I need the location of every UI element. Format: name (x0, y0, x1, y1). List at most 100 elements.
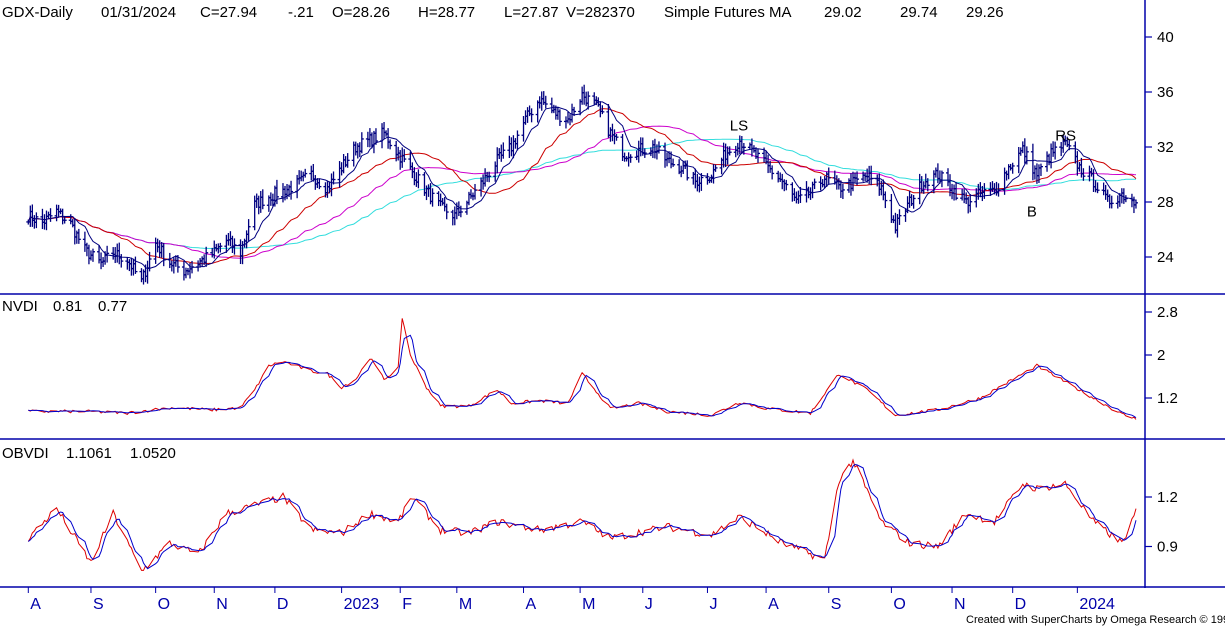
annotations: LS RS B (730, 118, 1076, 221)
nvdi-axis-tick-label: 2.8 (1157, 304, 1178, 321)
price-bar (161, 242, 166, 267)
price-bar (444, 203, 449, 220)
price-bar (246, 219, 251, 241)
header-ma3: 29.26 (966, 4, 1004, 21)
obvdi-v2: 1.0520 (130, 445, 176, 462)
header-close: C=27.94 (200, 4, 257, 21)
x-axis-label: 2023 (344, 596, 380, 613)
header-date: 01/31/2024 (101, 4, 176, 21)
price-axis-tick-label: 28 (1157, 194, 1174, 211)
x-axis-label: S (93, 596, 104, 613)
price-bar (501, 142, 506, 159)
price-axis-tick-label: 36 (1157, 84, 1174, 101)
obvdi-label: OBVDI (2, 445, 49, 462)
price-bar (373, 128, 378, 145)
nvdi-axis-tick-label: 1.2 (1157, 390, 1178, 407)
x-axis-label: F (402, 596, 412, 613)
price-bar (34, 212, 39, 229)
header-ma1: 29.02 (824, 4, 862, 21)
price-bar (557, 109, 562, 126)
x-axis-label: A (768, 596, 779, 613)
price-bar (883, 191, 888, 209)
price-bar (685, 160, 690, 181)
header-volume: V=282370 (566, 4, 635, 21)
price-bar (218, 242, 223, 253)
price-bar (388, 139, 393, 150)
price-bar (798, 186, 803, 204)
header-ma-label: Simple Futures MA (664, 4, 792, 21)
price-bar (204, 246, 209, 267)
obvdi-v1: 1.1061 (66, 445, 112, 462)
price-bar (105, 245, 110, 263)
x-axis-label: J (709, 596, 717, 613)
obvdi-axis-tick-label: 0.9 (1157, 539, 1178, 556)
nvdi-label: NVDI (2, 298, 38, 315)
price-bar (939, 170, 944, 188)
price-bar (133, 256, 138, 274)
price-bar (402, 149, 407, 163)
price-bar (175, 255, 180, 273)
price-bar (416, 169, 421, 189)
price-bar (727, 146, 732, 156)
x-axis-label: 2024 (1079, 596, 1115, 613)
price-bar (458, 205, 463, 218)
obvdi-slow-line (27, 463, 1137, 570)
price-bar (656, 141, 661, 154)
price-bar (826, 167, 831, 184)
price-bar (869, 165, 874, 186)
price-bar (260, 189, 265, 210)
price-bar (1038, 163, 1043, 177)
header-high: H=28.77 (418, 4, 475, 21)
header-ma2: 29.74 (900, 4, 938, 21)
annotation-ls: LS (730, 118, 748, 135)
price-bar (586, 91, 591, 110)
nvdi-v2: 0.77 (98, 298, 127, 315)
x-axis-label: A (30, 596, 41, 613)
x-axis-label: D (277, 596, 289, 613)
price-bar (954, 182, 959, 201)
price-bar (1109, 195, 1114, 209)
panel-borders (0, 0, 1225, 588)
x-axis-label: N (954, 596, 966, 613)
nvdi-slow-line (28, 334, 1137, 419)
price-bar (755, 148, 760, 163)
price-bar (90, 248, 95, 262)
nvdi-v1: 0.81 (53, 298, 82, 315)
price-bar (76, 228, 81, 244)
x-axis-label: M (459, 596, 472, 613)
price-bar (855, 171, 860, 186)
ma-blue-line (27, 101, 1137, 270)
price-bar (982, 183, 987, 199)
price-bar (1053, 141, 1058, 160)
price-bar (770, 165, 775, 180)
price-bar (911, 195, 916, 209)
x-axis-label: J (645, 596, 653, 613)
price-bar (600, 105, 605, 115)
x-axis-label: D (1015, 596, 1027, 613)
obvdi-fast-line (27, 458, 1137, 571)
price-bar (430, 188, 435, 207)
price-bar (359, 132, 364, 154)
x-axis-label: A (526, 596, 537, 613)
price-bar (331, 171, 336, 185)
nvdi-fast-line (28, 318, 1137, 420)
axes: 24 28 32 36 40 1.2 2 2.8 0.9 1.2 A S O N D 2023 F M A M J J A S… (27, 29, 1178, 613)
price-bar (48, 208, 53, 222)
price-bar (303, 168, 308, 178)
price-bars (26, 84, 1138, 285)
price-bar (147, 251, 152, 272)
price-bar (671, 158, 676, 167)
header-change: -.21 (288, 4, 314, 21)
price-bar (713, 164, 718, 172)
price-bar (699, 173, 704, 191)
price-bar (614, 133, 619, 141)
price-bar (925, 178, 930, 192)
x-axis-label: N (216, 596, 228, 613)
x-axis-label: O (158, 596, 170, 613)
price-bar (1010, 162, 1015, 174)
annotation-rs: RS (1055, 127, 1076, 144)
price-bar (1095, 182, 1100, 194)
nvdi-axis-tick-label: 2 (1157, 347, 1165, 364)
price-bar (345, 153, 350, 168)
price-axis-tick-label: 40 (1157, 29, 1174, 46)
